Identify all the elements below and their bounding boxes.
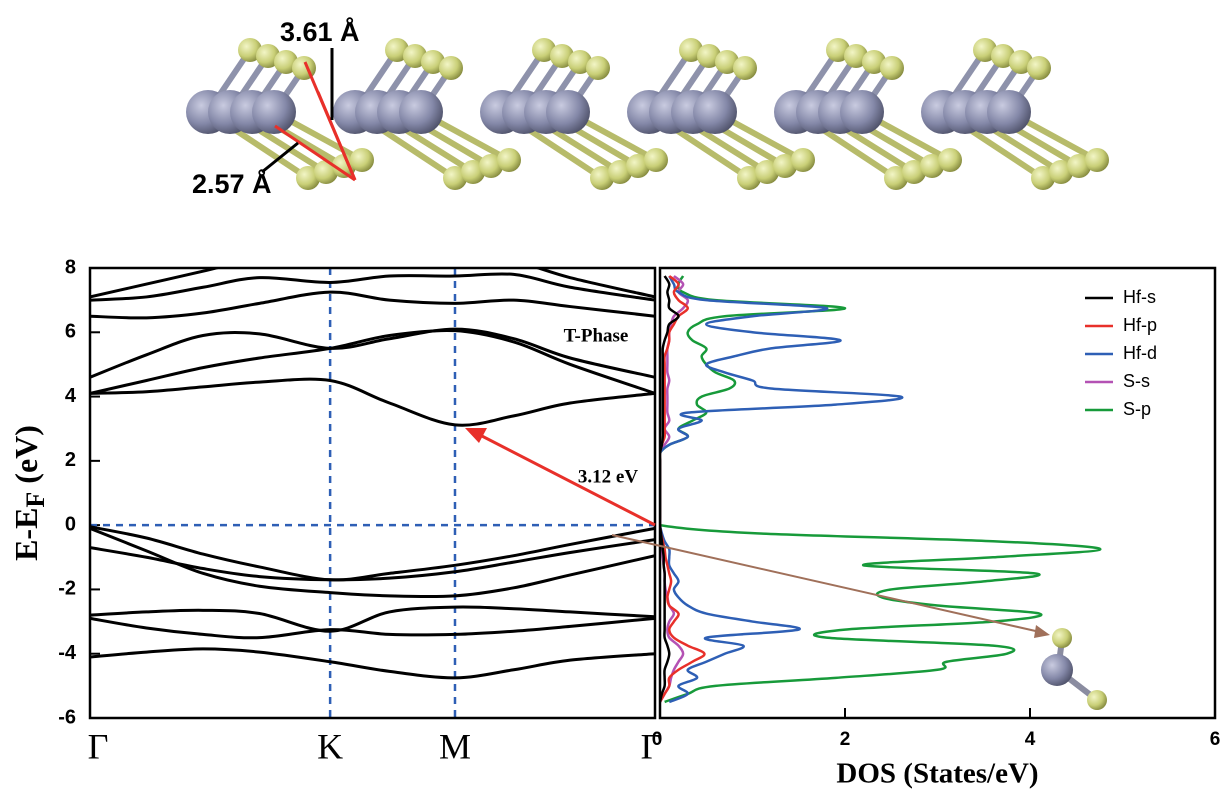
band-line xyxy=(90,379,655,425)
x-tick-label: 6 xyxy=(1210,729,1221,750)
annotation: 3.12 eV xyxy=(578,466,638,487)
sulfur-atom xyxy=(644,148,668,172)
dos-line xyxy=(660,276,705,702)
legend-label: Hf-s xyxy=(1123,287,1156,307)
arrow-head xyxy=(1034,625,1050,638)
dos-chart: 0 2 4 6 DOS (States/eV) Hf-s Hf-p Hf-d S-s S-p xyxy=(652,268,1221,790)
y-tick-label: 2 xyxy=(65,449,76,471)
x-tick-label: 2 xyxy=(840,729,851,750)
dos-line xyxy=(659,276,902,702)
crystal-structure xyxy=(186,38,1109,190)
legend-label: S-p xyxy=(1123,399,1151,419)
hafnium-atom xyxy=(399,90,443,134)
band-line xyxy=(90,292,655,318)
legend-label: Hf-d xyxy=(1123,343,1157,363)
y-tick-label: 8 xyxy=(65,256,76,278)
x-axis-label: DOS (States/eV) xyxy=(836,758,1038,790)
legend-label: S-s xyxy=(1123,371,1150,391)
bands xyxy=(90,252,655,678)
hafnium-atom xyxy=(1041,654,1073,686)
label-part: E-E xyxy=(8,508,44,561)
sulfur-atom xyxy=(733,56,757,80)
sulfur-atom xyxy=(497,148,521,172)
page: 3.61 Å 2.57 Å -6-4-202468ΓKMΓ 0246DOS (S… xyxy=(0,0,1224,798)
x-tick-label: 0 xyxy=(652,729,663,750)
hafnium-atom xyxy=(840,90,884,134)
y-tick-label: -6 xyxy=(58,706,76,728)
distance-label: 2.57 Å xyxy=(192,168,272,199)
x-tick-label: K xyxy=(317,726,343,766)
x-tick-label: Γ xyxy=(88,726,109,766)
annotation: T-Phase xyxy=(564,325,629,346)
sulfur-atom xyxy=(586,56,610,80)
distance-label: 3.61 Å xyxy=(280,16,360,47)
sulfur-atom xyxy=(938,148,962,172)
sulfur-atom xyxy=(439,56,463,80)
label-part: (eV) xyxy=(8,425,44,484)
sulfur-atom xyxy=(1087,690,1107,710)
sulfur-atom xyxy=(350,148,374,172)
y-tick-label: -4 xyxy=(58,642,77,664)
sulfur-atom xyxy=(880,56,904,80)
band-line xyxy=(90,528,655,596)
sulfur-atom xyxy=(791,148,815,172)
y-tick-label: -2 xyxy=(58,578,76,600)
legend-label: Hf-p xyxy=(1123,315,1157,335)
x-tick-label: M xyxy=(439,726,471,766)
sulfur-atom xyxy=(1027,56,1051,80)
y-tick-label: 6 xyxy=(65,321,76,343)
band-line xyxy=(90,252,655,297)
y-tick-label: 0 xyxy=(65,513,76,535)
band-line xyxy=(90,618,655,637)
band-line xyxy=(90,649,655,678)
plot-frame xyxy=(660,268,1215,718)
hafnium-atom xyxy=(693,90,737,134)
hafnium-atom xyxy=(987,90,1031,134)
y-tick-label: 4 xyxy=(65,385,77,407)
figure: 3.61 Å 2.57 Å -6-4-202468ΓKMΓ 0246DOS (S… xyxy=(0,0,1224,798)
dos-line xyxy=(653,276,1100,702)
sulfur-atom xyxy=(1085,148,1109,172)
y-axis-label: E-EF (eV) xyxy=(8,425,50,561)
sulfur-atom xyxy=(1052,628,1072,648)
dos-curves xyxy=(653,276,1100,702)
hafnium-atom xyxy=(546,90,590,134)
hafnium-atom xyxy=(252,90,296,134)
label-subscript: F xyxy=(21,492,50,508)
x-tick-label: 4 xyxy=(1025,729,1036,750)
